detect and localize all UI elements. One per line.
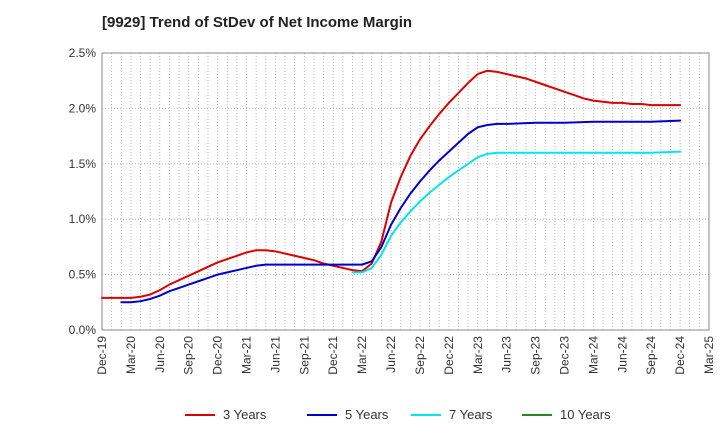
x-tick-label: Sep-20 bbox=[182, 336, 196, 375]
x-tick-label: Mar-20 bbox=[124, 336, 138, 374]
x-tick-label: Mar-25 bbox=[702, 336, 716, 374]
x-tick-label: Jun-21 bbox=[268, 336, 282, 373]
series-line-7-years bbox=[351, 150, 682, 274]
x-tick-label: Jun-23 bbox=[500, 336, 514, 373]
x-tick-label: Mar-21 bbox=[240, 336, 254, 374]
series-line-3-years bbox=[101, 69, 682, 299]
series-line-5-years bbox=[120, 119, 682, 304]
x-tick-label: Dec-21 bbox=[326, 336, 340, 375]
x-tick-label: Mar-23 bbox=[471, 336, 485, 374]
x-tick-label: Sep-23 bbox=[529, 336, 543, 375]
x-tick-label: Sep-24 bbox=[644, 336, 658, 375]
legend-label: 3 Years bbox=[223, 407, 267, 422]
x-tick-label: Dec-19 bbox=[95, 336, 109, 375]
x-tick-label: Dec-23 bbox=[557, 336, 571, 375]
x-tick-label: Dec-24 bbox=[673, 336, 687, 375]
x-tick-label: Sep-22 bbox=[413, 336, 427, 375]
y-tick-label: 0.5% bbox=[69, 268, 97, 282]
legend-label: 10 Years bbox=[560, 407, 611, 422]
x-tick-label: Dec-20 bbox=[211, 336, 225, 375]
plot-frame bbox=[101, 52, 710, 331]
x-tick-label: Sep-21 bbox=[297, 336, 311, 375]
y-tick-label: 2.5% bbox=[69, 46, 97, 60]
legend-label: 5 Years bbox=[345, 407, 389, 422]
y-tick-label: 0.0% bbox=[69, 323, 97, 337]
x-tick-label: Jun-20 bbox=[153, 336, 167, 373]
y-tick-label: 1.5% bbox=[69, 157, 97, 171]
y-tick-label: 2.0% bbox=[69, 101, 97, 115]
x-tick-label: Dec-22 bbox=[442, 336, 456, 375]
y-tick-label: 1.0% bbox=[69, 212, 97, 226]
x-tick-label: Jun-22 bbox=[384, 336, 398, 373]
chart-title: [9929] Trend of StDev of Net Income Marg… bbox=[102, 14, 413, 31]
x-tick-label: Mar-22 bbox=[355, 336, 369, 374]
legend-label: 7 Years bbox=[449, 407, 493, 422]
x-tick-label: Jun-24 bbox=[615, 336, 629, 373]
x-tick-label: Mar-24 bbox=[586, 336, 600, 374]
